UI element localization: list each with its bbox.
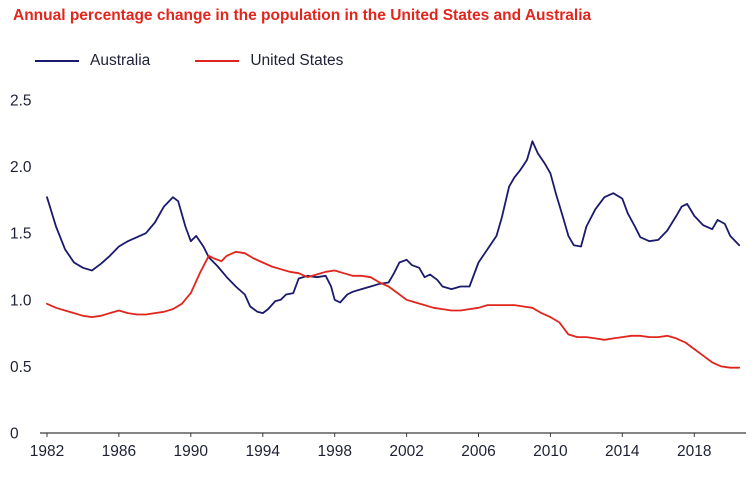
- x-tick-label: 1998: [317, 443, 351, 460]
- x-tick-label: 2002: [389, 443, 423, 460]
- united-states-line-swatch: [195, 60, 240, 62]
- y-tick-label: 0.5: [10, 359, 32, 376]
- x-tick-label: 1982: [30, 443, 64, 460]
- y-tick-label: 1.0: [10, 292, 32, 309]
- australia-line: [46, 140, 741, 315]
- y-tick-label: 0: [10, 426, 19, 443]
- y-tick-label: 2.0: [10, 159, 32, 176]
- x-tick-label: 2006: [461, 443, 495, 460]
- legend: Australia United States: [35, 52, 343, 70]
- x-tick-label: 1994: [246, 443, 281, 460]
- x-tick-label: 2018: [677, 443, 711, 460]
- united-states-line: [46, 250, 741, 369]
- x-tick-label: 2014: [605, 443, 640, 460]
- chart-title: Annual percentage change in the populati…: [13, 7, 592, 24]
- x-tick-label: 2010: [533, 443, 568, 460]
- legend-item-australia: Australia: [35, 52, 150, 70]
- x-tick-label: 1986: [102, 443, 136, 460]
- x-tick-label: 1990: [174, 443, 209, 460]
- y-tick-label: 1.5: [10, 226, 32, 243]
- legend-label-united-states: United States: [250, 52, 344, 69]
- australia-line-swatch: [35, 60, 79, 62]
- legend-label-australia: Australia: [90, 52, 151, 69]
- y-tick-label: 2.5: [10, 93, 32, 110]
- legend-item-united-states: United States: [195, 52, 343, 70]
